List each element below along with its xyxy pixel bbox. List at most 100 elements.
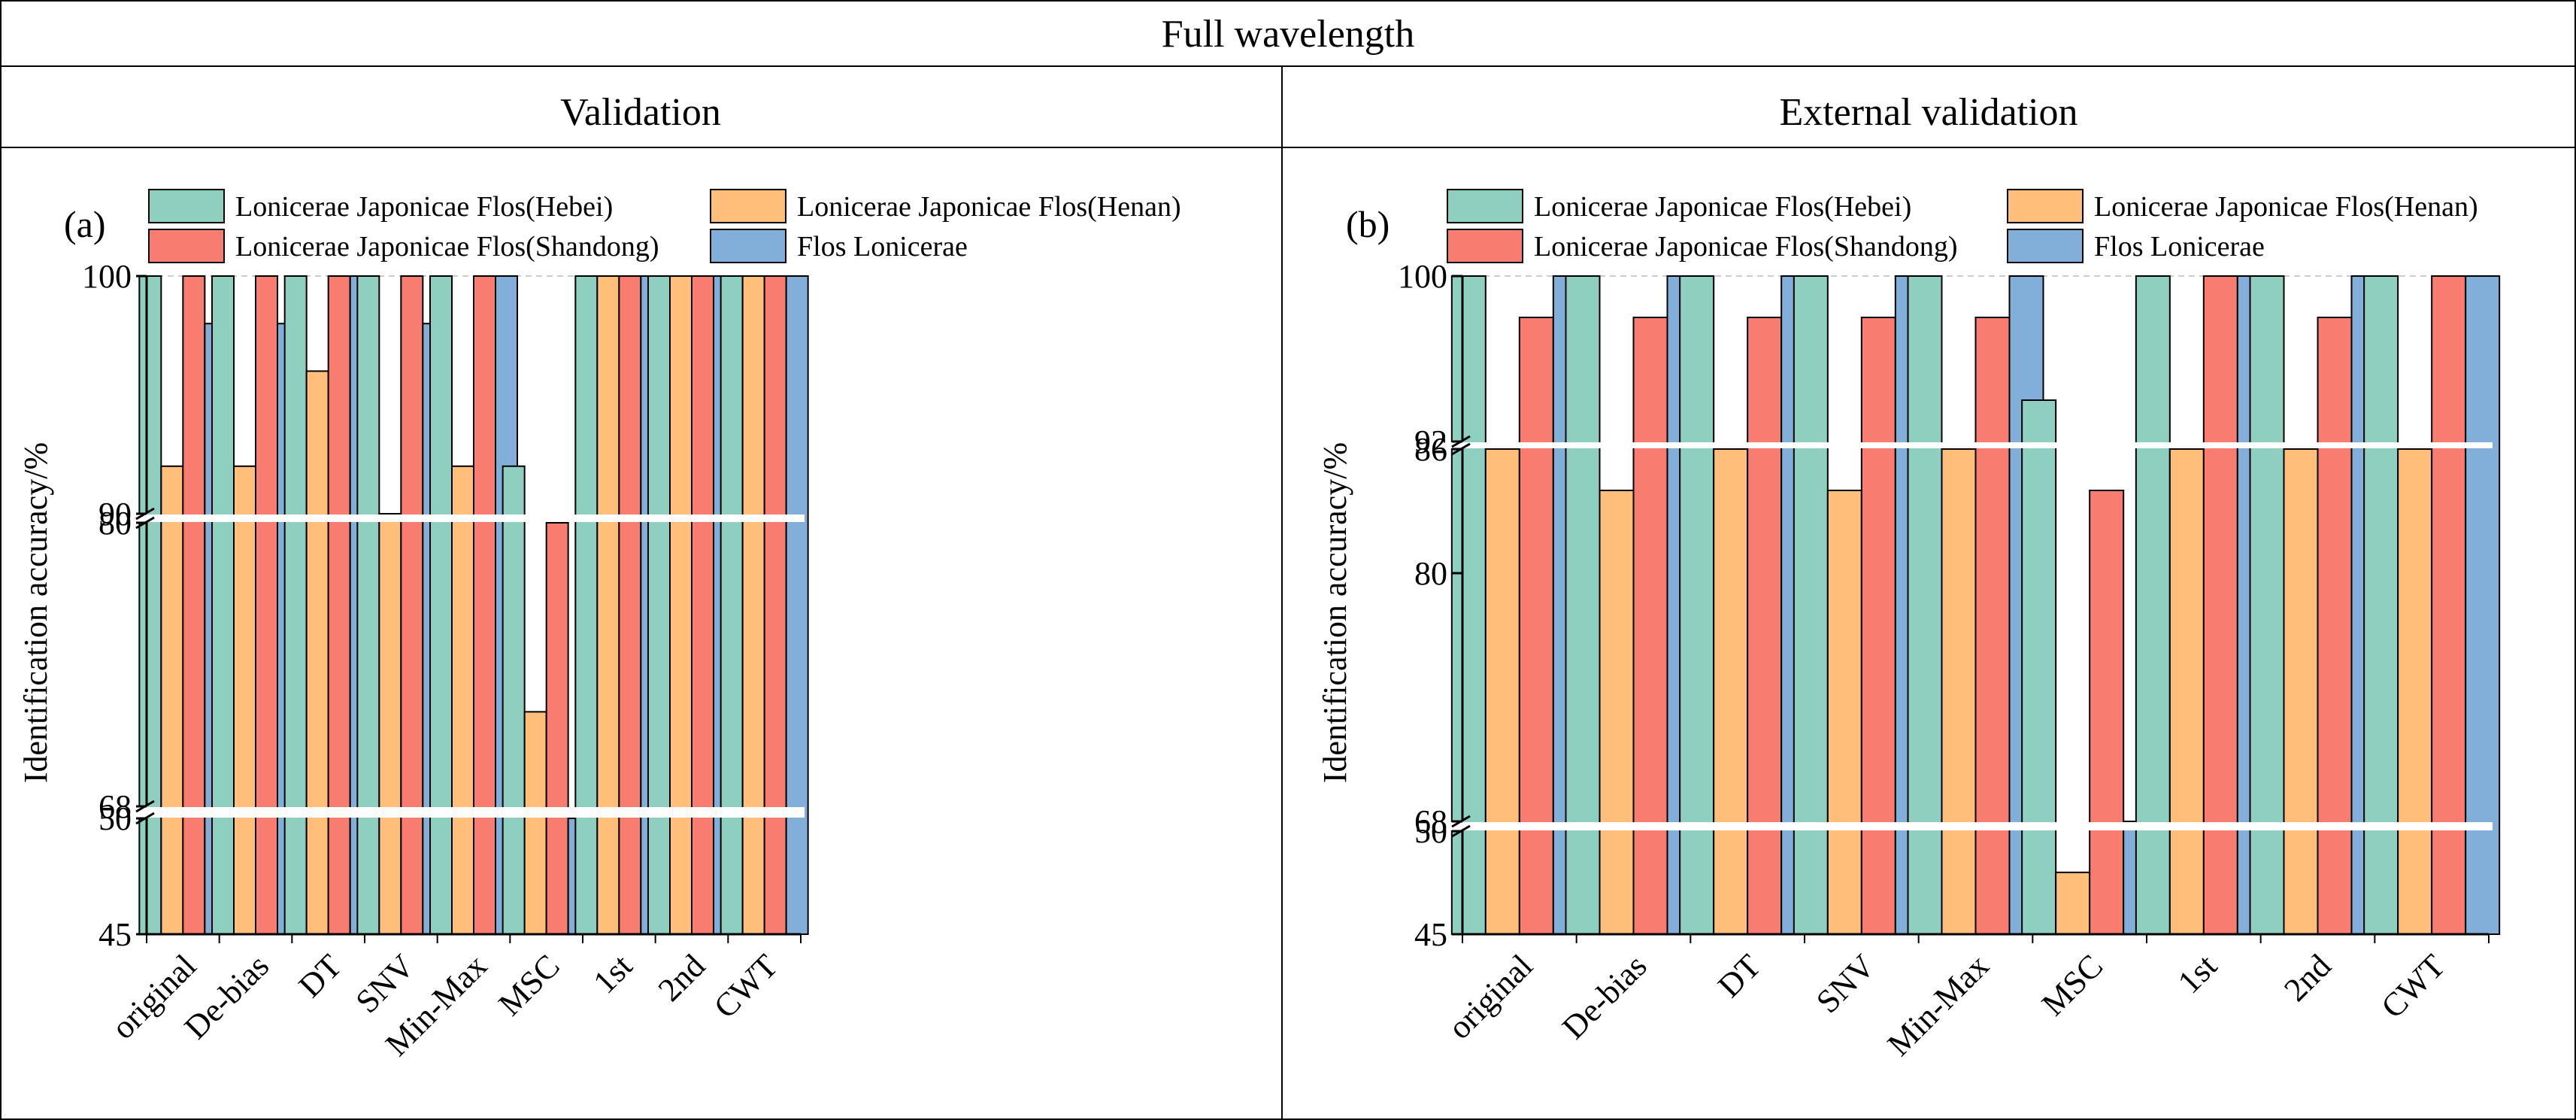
bar <box>647 275 671 935</box>
bar <box>2202 275 2238 935</box>
bar <box>1974 317 2011 935</box>
y-tick-label: 86 <box>1414 431 1447 468</box>
legend-swatch <box>710 189 786 223</box>
bar <box>1518 317 1554 935</box>
x-tick-label: 1st <box>586 947 639 1000</box>
legend-swatch <box>148 189 225 223</box>
bar <box>502 465 526 935</box>
bar <box>1907 275 1943 935</box>
bar <box>2021 399 2057 935</box>
bar <box>1599 490 1635 935</box>
x-tick-label: CWT <box>2374 947 2452 1025</box>
bar <box>1747 317 1783 935</box>
y-axis-label: Identification accuracy/% <box>17 442 54 783</box>
bar <box>2465 275 2501 935</box>
panel-label: (a) <box>64 203 106 245</box>
y-axis-label: Identification accuracy/% <box>1317 442 1353 783</box>
bar <box>233 465 256 935</box>
bar <box>1941 448 1977 935</box>
legend-swatch <box>1447 229 1523 263</box>
x-tick-label: original <box>1441 947 1539 1046</box>
legend-label: Lonicerae Japonicae Flos(Hebei) <box>1534 191 1911 223</box>
bar <box>1793 275 1829 935</box>
y-tick-label: 50 <box>1414 813 1447 850</box>
bar <box>2363 275 2399 935</box>
bar <box>1450 275 1487 935</box>
x-tick-label: MSC <box>491 947 566 1022</box>
legend-label: Flos Lonicerae <box>797 231 968 263</box>
x-tick-label: Min-Max <box>1880 947 1996 1063</box>
bar <box>1565 275 1601 935</box>
bar <box>574 275 599 935</box>
bar <box>2397 448 2433 935</box>
bar <box>1826 490 1862 935</box>
bar <box>545 522 569 935</box>
bar <box>2055 871 2091 936</box>
y-tick-label: 100 <box>1398 258 1447 295</box>
bar <box>1632 317 1668 935</box>
x-tick-label: 2nd <box>651 947 712 1008</box>
y-tick-label: 92 <box>1414 423 1447 460</box>
external-validation-heading: External validation <box>1779 91 2077 134</box>
chart-panel-b: (b) Identification accuracy/% original De-b… <box>1317 189 2501 1063</box>
axis-break-gap <box>1447 822 2493 830</box>
x-tick-label: De-bias <box>1555 947 1653 1046</box>
bar <box>523 711 547 935</box>
bar <box>2283 448 2319 935</box>
bar <box>1484 448 1520 935</box>
bar <box>785 275 809 935</box>
bar <box>160 465 184 935</box>
bar <box>1860 317 1896 935</box>
bar <box>283 275 308 935</box>
legend-swatch <box>148 229 225 263</box>
bar <box>356 275 380 935</box>
bar <box>305 370 329 935</box>
bar <box>691 275 714 935</box>
bar <box>473 275 496 935</box>
panel-label: (b) <box>1346 203 1390 245</box>
bar <box>741 275 765 935</box>
x-tick-label: MSC <box>2035 947 2110 1022</box>
x-tick-label: DT <box>292 947 349 1004</box>
bar <box>182 275 206 935</box>
bar <box>2089 490 2125 935</box>
bar <box>327 275 351 935</box>
validation-heading: Validation <box>560 91 721 134</box>
y-tick-label: 68 <box>98 788 132 825</box>
bar <box>2249 275 2285 935</box>
bar <box>451 465 474 935</box>
y-tick-label: 90 <box>98 496 132 533</box>
x-tick-label: 2nd <box>2277 947 2338 1008</box>
axis-break-gap <box>132 807 805 818</box>
bar <box>429 275 453 935</box>
figure-title: Full wavelength <box>1162 13 1415 56</box>
x-tick-label: CWT <box>707 947 785 1025</box>
bar <box>400 275 424 935</box>
x-tick-label: SNV <box>1809 947 1882 1020</box>
legend-swatch <box>1447 189 1523 223</box>
bar <box>720 275 744 935</box>
y-tick-label: 45 <box>98 916 132 953</box>
y-tick-label: 50 <box>98 800 132 837</box>
bar <box>138 275 162 935</box>
bar <box>378 513 402 935</box>
legend-label: Flos Lonicerae <box>2094 231 2265 263</box>
legend-swatch <box>710 229 786 263</box>
axis-break-gap <box>1447 442 2493 448</box>
bar <box>1713 448 1749 935</box>
legend-label: Lonicerae Japonicae Flos(Hebei) <box>235 191 613 223</box>
bar <box>618 275 642 935</box>
x-tick-label: 1st <box>2171 947 2224 1000</box>
bar <box>2135 275 2171 935</box>
y-tick-label: 100 <box>82 258 132 295</box>
bar <box>2168 448 2205 935</box>
chart-panel-a: (a)Identification accuracy/%originalDe-b… <box>17 189 1181 1063</box>
legend-swatch <box>2007 229 2084 263</box>
y-tick-label: 45 <box>1414 916 1447 953</box>
y-tick-label: 68 <box>1414 803 1447 840</box>
bar <box>596 275 620 935</box>
y-tick-label: 80 <box>1414 555 1447 592</box>
legend-swatch <box>2007 189 2084 223</box>
